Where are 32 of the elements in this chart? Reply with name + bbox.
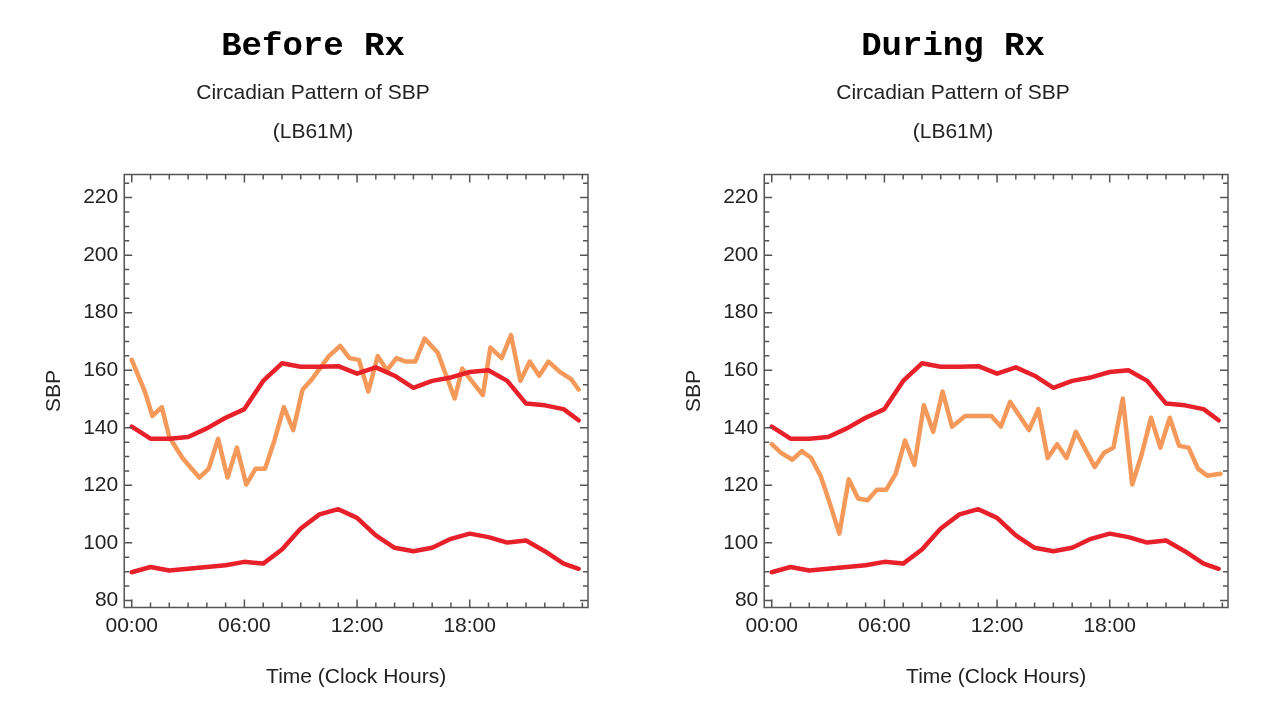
y-tick-label: 160 [723, 357, 759, 381]
x-tick-label: 00:00 [105, 613, 159, 636]
chart-title: Before Rx [221, 26, 405, 65]
x-tick-label: 06:00 [858, 613, 911, 636]
y-tick-label: 200 [83, 241, 119, 265]
y-tick-label: 120 [723, 472, 759, 496]
y-tick-label: 200 [723, 241, 759, 265]
y-tick-label: 140 [83, 414, 119, 438]
y-tick-label: 180 [723, 299, 759, 323]
y-tick-label: 220 [723, 184, 759, 208]
y-tick-label: 160 [83, 357, 119, 381]
chart-subtitle: Circadian Pattern of SBP (LB61M) [196, 79, 430, 143]
x-tick-label: 12:00 [330, 613, 384, 636]
y-tick-label: 220 [83, 184, 119, 208]
y-tick-label: 100 [723, 529, 759, 553]
y-tick-label: 100 [83, 529, 119, 553]
y-axis-title: SBP [41, 370, 65, 413]
x-axis-title: Time (Clock Hours) [906, 664, 1087, 688]
chart-title: During Rx [861, 26, 1045, 65]
y-tick-label: 80 [734, 587, 759, 611]
x-tick-label: 18:00 [1083, 613, 1136, 636]
chart-subtitle: Circadian Pattern of SBP (LB61M) [836, 79, 1070, 143]
x-axis-title: Time (Clock Hours) [266, 664, 447, 688]
y-tick-label: 140 [723, 414, 759, 438]
y-tick-label: 180 [83, 299, 119, 323]
y-tick-label: 120 [83, 472, 119, 496]
y-tick-label: 80 [94, 587, 119, 611]
x-tick-label: 18:00 [443, 613, 496, 636]
y-axis-title: SBP [681, 370, 705, 413]
x-tick-label: 12:00 [970, 613, 1024, 636]
x-tick-label: 06:00 [218, 613, 271, 636]
x-tick-label: 00:00 [745, 613, 799, 636]
